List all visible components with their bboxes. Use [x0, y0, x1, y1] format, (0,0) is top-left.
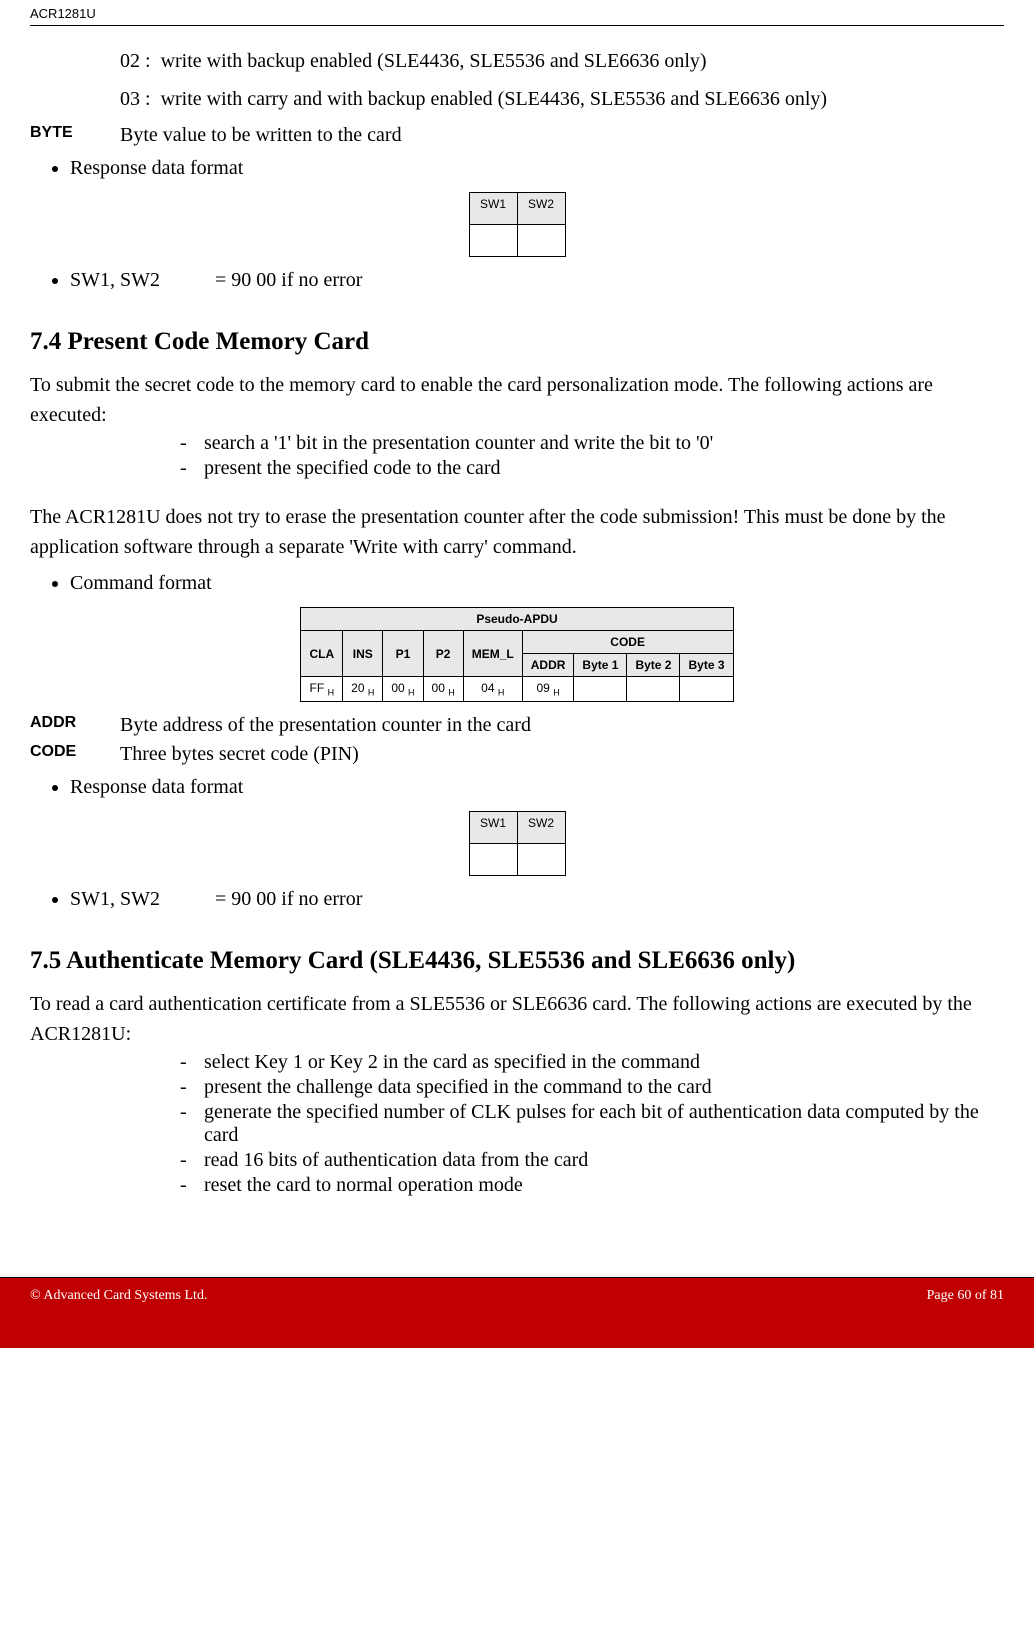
apdu-ins-val: 20 H [343, 677, 383, 702]
sect75-d3: generate the specified number of CLK pul… [204, 1101, 1004, 1147]
apdu-col-b3: Byte 3 [680, 654, 733, 677]
footer-right: Page 60 of 81 [927, 1288, 1004, 1304]
command-format-bullet: Command format [70, 572, 1004, 595]
footer-left: © Advanced Card Systems Ltd. [30, 1288, 207, 1304]
apdu-col-cla: CLA [301, 631, 343, 677]
sect75-d4: read 16 bits of authentication data from… [204, 1149, 1004, 1172]
sw2-cell-2 [517, 844, 565, 876]
sect74-dash2: present the specified code to the card [204, 457, 1004, 480]
sw1-header: SW1 [469, 193, 517, 225]
apdu-p2-val: 00 H [423, 677, 463, 702]
sw1-cell-2 [469, 844, 517, 876]
sw1-cell [469, 225, 517, 257]
dash-icon: - [180, 1076, 204, 1099]
apdu-cla-val: FF H [301, 677, 343, 702]
sw-eq-2: = 90 00 if no error [215, 888, 362, 910]
sw-eq: = 90 00 if no error [215, 269, 362, 291]
sw-table-1: SW1 SW2 [469, 192, 566, 257]
section-7-4-title: 7.4 Present Code Memory Card [30, 328, 1004, 356]
sw2-header: SW2 [517, 193, 565, 225]
apdu-col-b2: Byte 2 [627, 654, 680, 677]
sect74-dash1: search a '1' bit in the presentation cou… [204, 432, 1004, 455]
apdu-addr-val: 09 H [522, 677, 574, 702]
code-text: Three bytes secret code (PIN) [120, 743, 359, 766]
sect75-d5: reset the card to normal operation mode [204, 1174, 1004, 1197]
apdu-col-addr: ADDR [522, 654, 574, 677]
dash-icon: - [180, 1149, 204, 1172]
pseudo-apdu-table: Pseudo-APDU CLA INS P1 P2 MEM_L CODE ADD… [300, 607, 733, 702]
apdu-b1-val [574, 677, 627, 702]
byte-text: Byte value to be written to the card [120, 124, 402, 147]
response-format-bullet-1: Response data format [70, 157, 1004, 180]
dash-icon: - [180, 432, 204, 455]
sw-label-2: SW1, SW2 [70, 888, 160, 910]
apdu-b3-val [680, 677, 733, 702]
doc-header: ACR1281U [30, 0, 1004, 25]
sw2-header-2: SW2 [517, 812, 565, 844]
addr-label: ADDR [30, 714, 120, 737]
byte-label: BYTE [30, 124, 120, 147]
intro-line-1-text: write with backup enabled (SLE4436, SLE5… [161, 50, 707, 72]
code-label: CODE [30, 743, 120, 766]
sect74-para1: To submit the secret code to the memory … [30, 370, 1004, 430]
intro-line-2: 03 : write with carry and with backup en… [120, 84, 1004, 114]
apdu-col-ins: INS [343, 631, 383, 677]
sw-label: SW1, SW2 [70, 269, 160, 291]
section-7-5-title: 7.5 Authenticate Memory Card (SLE4436, S… [30, 947, 1004, 975]
header-rule [30, 25, 1004, 26]
dash-icon: - [180, 1101, 204, 1147]
sw-result-bullet-1: SW1, SW2 = 90 00 if no error [70, 269, 1004, 292]
apdu-col-p2: P2 [423, 631, 463, 677]
apdu-p1-val: 00 H [383, 677, 423, 702]
response-format-bullet-2: Response data format [70, 776, 1004, 799]
dash-icon: - [180, 1051, 204, 1074]
sect75-para: To read a card authentication certificat… [30, 989, 1004, 1049]
apdu-meml-val: 04 H [463, 677, 522, 702]
apdu-b2-val [627, 677, 680, 702]
apdu-col-meml: MEM_L [463, 631, 522, 677]
footer: © Advanced Card Systems Ltd. Page 60 of … [0, 1277, 1034, 1348]
sw-table-2: SW1 SW2 [469, 811, 566, 876]
dash-icon: - [180, 1174, 204, 1197]
sect74-para2: The ACR1281U does not try to erase the p… [30, 502, 1004, 562]
intro-line-1: 02 : write with backup enabled (SLE4436,… [120, 46, 1004, 76]
apdu-col-p1: P1 [383, 631, 423, 677]
sect75-d1: select Key 1 or Key 2 in the card as spe… [204, 1051, 1004, 1074]
sw2-cell [517, 225, 565, 257]
intro-line-2-prefix: 03 : [120, 88, 151, 110]
addr-text: Byte address of the presentation counter… [120, 714, 531, 737]
sw1-header-2: SW1 [469, 812, 517, 844]
apdu-col-b1: Byte 1 [574, 654, 627, 677]
sw-result-bullet-2: SW1, SW2 = 90 00 if no error [70, 888, 1004, 911]
sect75-d2: present the challenge data specified in … [204, 1076, 1004, 1099]
intro-line-2-text: write with carry and with backup enabled… [161, 88, 828, 110]
apdu-col-code: CODE [522, 631, 733, 654]
apdu-title: Pseudo-APDU [301, 608, 733, 631]
intro-line-1-prefix: 02 : [120, 50, 151, 72]
dash-icon: - [180, 457, 204, 480]
